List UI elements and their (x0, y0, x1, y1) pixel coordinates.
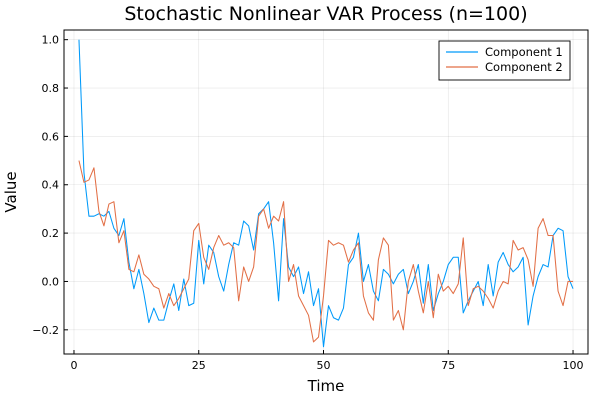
y-tick-label: 0.8 (42, 82, 60, 95)
y-tick-label: −0.2 (32, 324, 59, 337)
series-layer (78, 39, 574, 348)
x-axis-label: Time (307, 377, 345, 395)
y-tick-label: 0.4 (42, 179, 60, 192)
legend-label-component-1: Component 1 (485, 45, 563, 59)
legend-box (438, 40, 571, 81)
x-tick-label: 25 (192, 359, 206, 372)
y-tick-label: 0.2 (42, 227, 60, 240)
chart-title: Stochastic Nonlinear VAR Process (n=100) (124, 3, 527, 25)
y-axis-label: Value (2, 171, 20, 212)
x-tick-label: 50 (317, 359, 331, 372)
plot-frame (63, 29, 589, 355)
legend: Component 1 Component 2 (438, 40, 571, 81)
x-tick-label: 100 (563, 359, 584, 372)
y-tick-label: 0.0 (42, 275, 60, 288)
y-tick-label: 1.0 (42, 34, 60, 47)
x-tick-label: 75 (441, 359, 455, 372)
y-tick-label: 0.6 (42, 130, 60, 143)
series-line-component-2 (78, 160, 574, 343)
legend-label-component-2: Component 2 (485, 60, 563, 74)
x-tick-label: 0 (70, 359, 77, 372)
x-axis-ticks: 0 25 50 75 100 (70, 350, 584, 372)
series-line-component-1 (78, 39, 574, 348)
grid (64, 30, 588, 354)
y-axis-ticks: −0.2 0.0 0.2 0.4 0.6 0.8 1.0 (32, 34, 68, 337)
